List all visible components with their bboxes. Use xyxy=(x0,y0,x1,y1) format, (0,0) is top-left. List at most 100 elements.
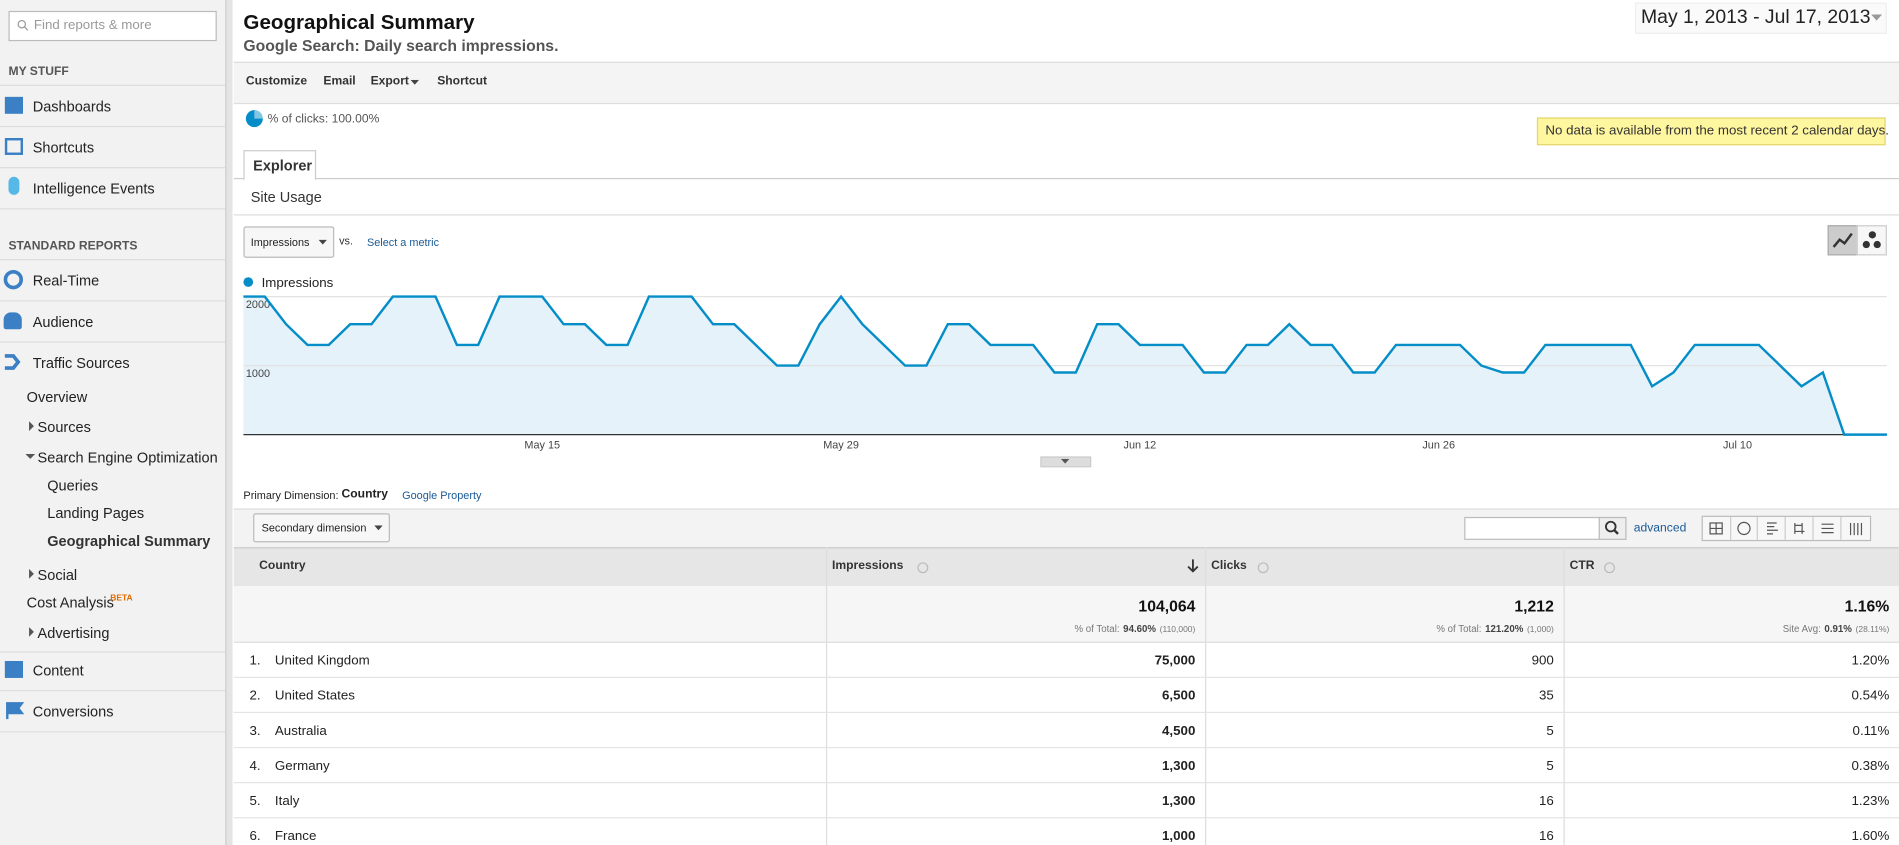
tab-active[interactable]: Explorer xyxy=(243,150,317,181)
cell: 0.11% xyxy=(1852,723,1890,739)
help-icon[interactable] xyxy=(1257,562,1269,574)
row-divider xyxy=(233,676,1899,678)
nav-item[interactable]: Cost Analysis xyxy=(26,594,114,612)
dimension-active[interactable]: Country xyxy=(341,487,388,502)
nav-item[interactable]: Traffic Sources xyxy=(32,354,130,372)
row-index: 3. xyxy=(249,723,261,739)
page-subtitle: Google Search: Daily search impressions. xyxy=(243,36,559,55)
beta-badge: BETA xyxy=(110,594,133,603)
cell: 1,300 xyxy=(1162,759,1196,774)
nav-item[interactable]: Sources xyxy=(37,418,91,436)
table-header xyxy=(233,547,1899,588)
nav-item[interactable]: Content xyxy=(32,662,84,680)
cell: 16 xyxy=(1539,794,1554,809)
nav-item[interactable]: Overview xyxy=(26,388,88,406)
cell: 1.60% xyxy=(1851,829,1890,844)
icon xyxy=(6,702,25,720)
cell: 1.23% xyxy=(1851,794,1890,809)
x-tick-label: May 29 xyxy=(823,439,859,451)
table-search-button[interactable] xyxy=(1598,516,1627,540)
select-metric-link[interactable]: Select a metric xyxy=(366,236,440,249)
nav-item[interactable]: Real-Time xyxy=(32,272,100,290)
search-box[interactable]: Find reports & more xyxy=(8,10,217,42)
icon xyxy=(4,354,21,370)
view-switcher[interactable] xyxy=(1701,515,1872,542)
column-divider xyxy=(825,547,828,845)
nav-item[interactable]: Dashboards xyxy=(32,98,112,116)
legend-marker xyxy=(243,277,254,287)
total-note: % of Total: 121.20% (1,000) xyxy=(1436,623,1553,634)
row-divider xyxy=(233,782,1899,784)
nav-item[interactable]: Social xyxy=(37,566,78,584)
secondary-label: Secondary dimension xyxy=(261,521,367,534)
column-header: Clicks xyxy=(1211,559,1247,573)
sort-arrow[interactable] xyxy=(1187,559,1199,574)
cell: 5 xyxy=(1546,759,1554,774)
y-tick-label: 2000 xyxy=(246,299,270,311)
subtab[interactable]: Site Usage xyxy=(250,188,322,206)
segment-icon xyxy=(245,110,263,128)
nav-item[interactable]: Search Engine Optimization xyxy=(37,449,218,467)
cell: 16 xyxy=(1539,829,1554,844)
total-base: (1,000) xyxy=(1526,625,1554,635)
dimension-link[interactable]: Google Property xyxy=(402,489,482,502)
column-divider xyxy=(1205,547,1207,845)
toolbar-button[interactable]: Export xyxy=(370,75,409,89)
country[interactable]: Australia xyxy=(274,723,327,739)
totals-row xyxy=(233,585,1899,643)
nav-item[interactable]: Landing Pages xyxy=(47,504,145,522)
country[interactable]: United States xyxy=(274,688,355,704)
nav-item-active[interactable]: Geographical Summary xyxy=(47,532,211,550)
help-icon[interactable] xyxy=(1603,562,1616,574)
nav-item[interactable]: Audience xyxy=(32,313,94,331)
country[interactable]: France xyxy=(274,829,317,844)
nav-item[interactable]: Queries xyxy=(47,476,99,494)
total-share: 0.91% xyxy=(1824,623,1852,635)
toolbar-button[interactable]: Customize xyxy=(245,75,308,89)
sidebar: Find reports & more MY STUFF Dashboards … xyxy=(0,0,227,845)
date-range: May 1, 2013 - Jul 17, 2013 xyxy=(1641,7,1871,28)
row-index: 6. xyxy=(249,829,261,844)
date-picker[interactable]: May 1, 2013 - Jul 17, 2013 xyxy=(1634,2,1887,34)
line xyxy=(243,294,1887,436)
row-index: 4. xyxy=(249,759,261,774)
toolbar-button[interactable]: Shortcut xyxy=(437,75,487,89)
chart-collapse[interactable] xyxy=(1040,456,1092,468)
segment-label[interactable]: % of clicks: 100.00% xyxy=(267,112,380,126)
column-header: CTR xyxy=(1569,559,1595,573)
dropdown-arrow xyxy=(410,79,420,85)
chart: Impressions 1000 2000 May 15 May 29 Jun 12 Ju… xyxy=(243,275,1887,451)
table-search[interactable] xyxy=(1464,516,1600,540)
nav-item[interactable]: Advertising xyxy=(37,624,110,642)
notice: No data is available from the most recen… xyxy=(1536,117,1889,146)
metric-dropdown[interactable]: Impressions xyxy=(243,226,335,258)
nav-item[interactable]: Intelligence Events xyxy=(32,180,155,198)
toolbar-button[interactable]: Email xyxy=(323,75,356,89)
total-note: % of Total: xyxy=(1436,623,1482,635)
motion-chart-toggle[interactable] xyxy=(1856,225,1887,256)
nav-item[interactable]: Shortcuts xyxy=(32,139,95,157)
total-share: 121.20% xyxy=(1485,623,1524,635)
total-base: (28.11%) xyxy=(1855,625,1890,635)
legend-label: Impressions xyxy=(262,275,334,290)
cell: 0.54% xyxy=(1851,688,1890,704)
search-icon xyxy=(17,19,29,31)
total-note: Site Avg: xyxy=(1782,623,1821,635)
country[interactable]: United Kingdom xyxy=(274,653,370,669)
notice-text: No data is available from the most recen… xyxy=(1545,123,1889,139)
cell: 5 xyxy=(1546,723,1554,739)
country[interactable]: Germany xyxy=(274,759,330,774)
splitter xyxy=(226,0,233,845)
search-placeholder: Find reports & more xyxy=(33,18,152,33)
country[interactable]: Italy xyxy=(274,794,300,809)
secondary-dimension[interactable]: Secondary dimension xyxy=(253,513,390,543)
x-tick-label: Jul 10 xyxy=(1723,439,1752,451)
total-note: % of Total: xyxy=(1074,623,1120,635)
help-icon[interactable] xyxy=(917,562,929,574)
advanced-link[interactable]: advanced xyxy=(1633,521,1687,536)
row-index: 5. xyxy=(249,794,261,809)
nav-item[interactable]: Conversions xyxy=(32,703,114,721)
cell: 1,300 xyxy=(1162,794,1196,809)
x-tick-label: May 15 xyxy=(524,439,560,451)
